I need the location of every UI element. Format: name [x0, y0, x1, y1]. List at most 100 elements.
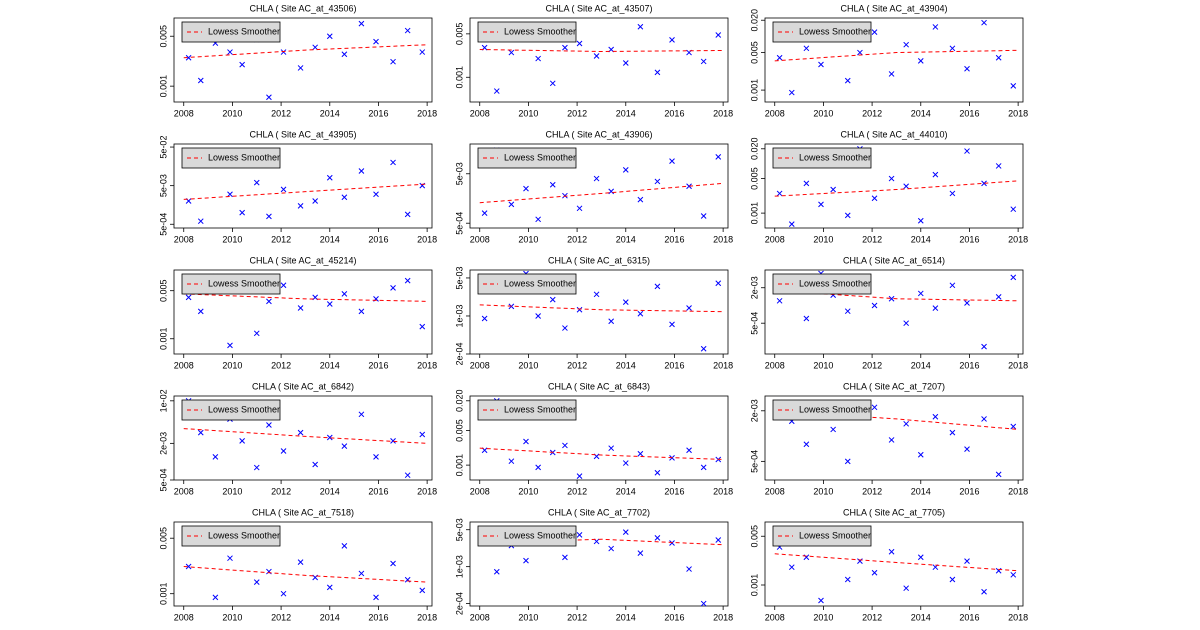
data-point [715, 32, 722, 38]
data-point [297, 429, 304, 436]
data-point [871, 29, 878, 35]
x-tick-label: 2008 [765, 486, 785, 496]
x-tick-label: 2010 [222, 234, 242, 244]
x-tick-label: 2008 [765, 234, 785, 244]
data-point [669, 158, 675, 164]
trend-line [479, 304, 724, 313]
data-point [949, 190, 956, 197]
x-tick-label: 2012 [271, 612, 291, 622]
data-point [871, 195, 878, 202]
data-point [981, 588, 987, 595]
trend-line [774, 553, 1019, 572]
x-tick-label: 2014 [911, 360, 931, 370]
data-point [888, 548, 895, 555]
y-tick-label: 0.005 [749, 525, 759, 548]
y-tick-label: 0.001 [454, 66, 464, 89]
data-point [390, 58, 396, 65]
data-point [326, 301, 333, 307]
data-point [686, 183, 692, 190]
x-tick-label: 2014 [320, 108, 340, 118]
data-point [622, 460, 629, 466]
x-tick-label: 2008 [765, 108, 785, 118]
plot-frame [764, 521, 1024, 607]
data-point [419, 323, 426, 330]
legend-label: Lowess Smoother [208, 152, 280, 162]
data-point [637, 550, 644, 557]
data-point [888, 437, 895, 443]
plot-frame [469, 17, 729, 103]
trend-line [774, 49, 1019, 62]
data-point [995, 471, 1002, 478]
data-point [608, 545, 615, 552]
legend-label: Lowess Smoother [504, 26, 576, 36]
x-tick-label: 2012 [271, 360, 291, 370]
x-tick-label: 2014 [320, 360, 340, 370]
data-point [818, 597, 824, 604]
data-point [715, 537, 722, 543]
data-point [297, 559, 304, 565]
y-tick-label: 0.001 [749, 79, 759, 102]
x-tick-label: 2012 [862, 612, 882, 622]
data-point [788, 221, 795, 227]
data-point [404, 27, 411, 34]
data-point [358, 570, 365, 577]
data-point [932, 413, 939, 420]
x-tick-label: 2018 [1008, 612, 1028, 622]
legend-box [477, 525, 577, 547]
data-point [373, 38, 379, 45]
plot-frame [173, 395, 433, 481]
data-point [903, 320, 910, 327]
chart-title: CHLA ( Site AC_at_45214) [249, 255, 356, 265]
data-point [535, 55, 542, 62]
data-point [844, 458, 851, 465]
trend-line [183, 428, 428, 444]
plot-frame [469, 521, 729, 607]
data-point [818, 201, 824, 208]
data-point [576, 40, 583, 47]
y-tick-label: 0.020 [749, 138, 759, 161]
data-point [981, 416, 987, 422]
data-point [964, 446, 970, 452]
data-point [686, 305, 692, 311]
x-tick-label: 2008 [765, 612, 785, 622]
data-point [917, 554, 924, 561]
x-tick-label: 2014 [911, 234, 931, 244]
data-point [932, 305, 939, 312]
trend-line [774, 289, 1019, 302]
data-point [404, 211, 411, 218]
data-point [818, 61, 824, 68]
data-point [239, 209, 246, 216]
data-point [535, 313, 542, 319]
x-tick-label: 2008 [765, 360, 785, 370]
data-point [239, 61, 246, 68]
data-point [358, 168, 365, 174]
data-point [358, 308, 365, 315]
x-tick-label: 2016 [368, 486, 388, 496]
data-point [523, 185, 529, 192]
data-point [297, 202, 304, 209]
chart-title: CHLA ( Site AC_at_43904) [840, 3, 947, 13]
legend-box [181, 399, 281, 421]
plot-frame [173, 269, 433, 355]
data-point [857, 49, 863, 56]
data-point [253, 330, 260, 337]
data-point [253, 179, 260, 186]
x-tick-label: 2008 [174, 360, 194, 370]
chart-title: CHLA ( Site AC_at_6842) [252, 381, 354, 391]
data-point [1010, 571, 1017, 578]
data-point [523, 557, 529, 564]
data-point [715, 153, 722, 160]
x-tick-label: 2010 [222, 108, 242, 118]
data-point [239, 437, 246, 444]
legend-box [772, 21, 872, 43]
trend-line [479, 49, 724, 53]
x-tick-label: 2018 [417, 108, 437, 118]
data-point [576, 531, 583, 538]
trend-line [479, 182, 724, 204]
data-point [266, 94, 272, 101]
plot-frame [173, 17, 433, 103]
data-point [700, 58, 707, 65]
y-tick-label: 1e-02 [158, 389, 168, 412]
legend-label: Lowess Smoother [799, 278, 871, 288]
data-point [297, 65, 304, 71]
